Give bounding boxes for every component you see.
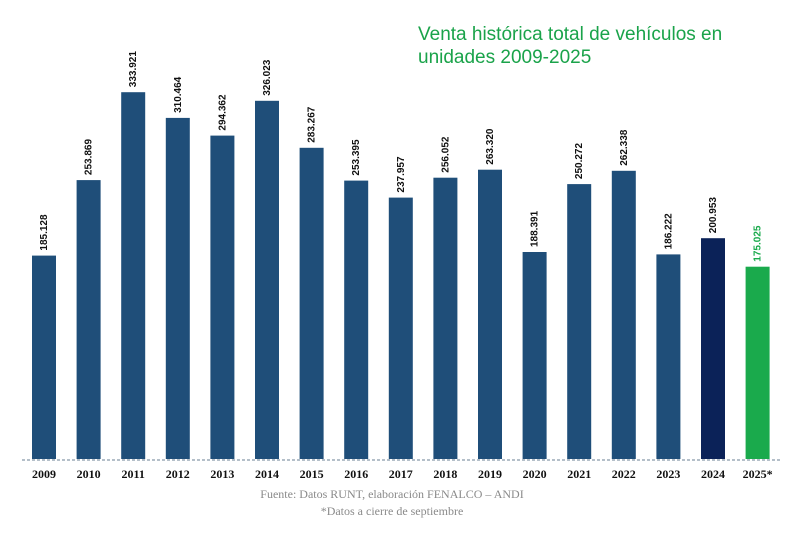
year-label-2010: 2010 [77, 467, 101, 481]
value-label-2025-est: 175.025 [753, 225, 764, 262]
value-label-2017: 237.957 [396, 156, 407, 193]
year-label-2012: 2012 [166, 467, 190, 481]
bar-2016 [344, 180, 369, 459]
bar-2021 [567, 184, 592, 459]
value-label-2023: 186.222 [663, 213, 674, 250]
year-label-2011: 2011 [122, 467, 145, 481]
year-label-2009: 2009 [32, 467, 56, 481]
bar-2019 [478, 169, 502, 459]
bar-2014 [255, 100, 279, 460]
year-label-2014: 2014 [255, 467, 279, 481]
value-label-2018: 256.052 [440, 136, 451, 173]
year-label-2023: 2023 [656, 467, 680, 481]
year-label-2015: 2015 [300, 467, 324, 481]
year-label-2020: 2020 [523, 467, 547, 481]
bar-2012 [165, 117, 190, 460]
value-label-2015: 283.267 [307, 106, 318, 143]
value-label-2016: 253.395 [351, 139, 362, 176]
year-label-2019: 2019 [478, 467, 502, 481]
value-label-2011: 333.921 [128, 51, 139, 88]
bar-2009 [32, 255, 56, 459]
bar-2020 [522, 252, 547, 459]
year-label-2022: 2022 [612, 467, 636, 481]
bar-2024 [701, 238, 725, 459]
bar-2018 [433, 177, 458, 459]
chart-title-line-1: Venta histórica total de vehículos en [418, 24, 722, 45]
year-label-2021: 2021 [567, 467, 591, 481]
bar-2013 [210, 135, 235, 459]
year-label-2016: 2016 [344, 467, 368, 481]
bar-2011 [121, 92, 146, 459]
value-label-2024: 200.953 [708, 197, 719, 234]
year-label-2017: 2017 [389, 467, 413, 481]
bar-2010 [76, 180, 101, 459]
year-label-2024: 2024 [701, 467, 725, 481]
year-label-2013: 2013 [210, 467, 234, 481]
bar-2025-est [745, 266, 770, 459]
value-label-2014: 326.023 [262, 59, 273, 96]
value-label-2020: 188.391 [530, 210, 541, 247]
bar-2022 [611, 170, 636, 460]
value-label-2019: 263.320 [485, 128, 496, 165]
year-label-2025-est: 2025* [743, 467, 773, 481]
chart-title-line-2: unidades 2009-2025 [418, 47, 591, 68]
value-label-2012: 310.464 [173, 76, 184, 113]
year-label-2018: 2018 [433, 467, 457, 481]
value-label-2021: 250.272 [574, 143, 585, 180]
value-label-2022: 262.338 [619, 129, 630, 166]
bar-2017 [388, 197, 413, 459]
value-label-2013: 294.362 [217, 94, 228, 131]
value-label-2010: 253.869 [84, 139, 95, 176]
footnote: *Datos a cierre de septiembre [321, 504, 464, 518]
bar-2015 [299, 147, 324, 460]
bar-2023 [656, 254, 681, 459]
bars-group: 185.128 2009 253.869 2010 333.921 2011 310.464… [32, 51, 773, 481]
source-note: Fuente: Datos RUNT, elaboración FENALCO … [260, 487, 523, 501]
value-label-2009: 185.128 [39, 214, 50, 251]
